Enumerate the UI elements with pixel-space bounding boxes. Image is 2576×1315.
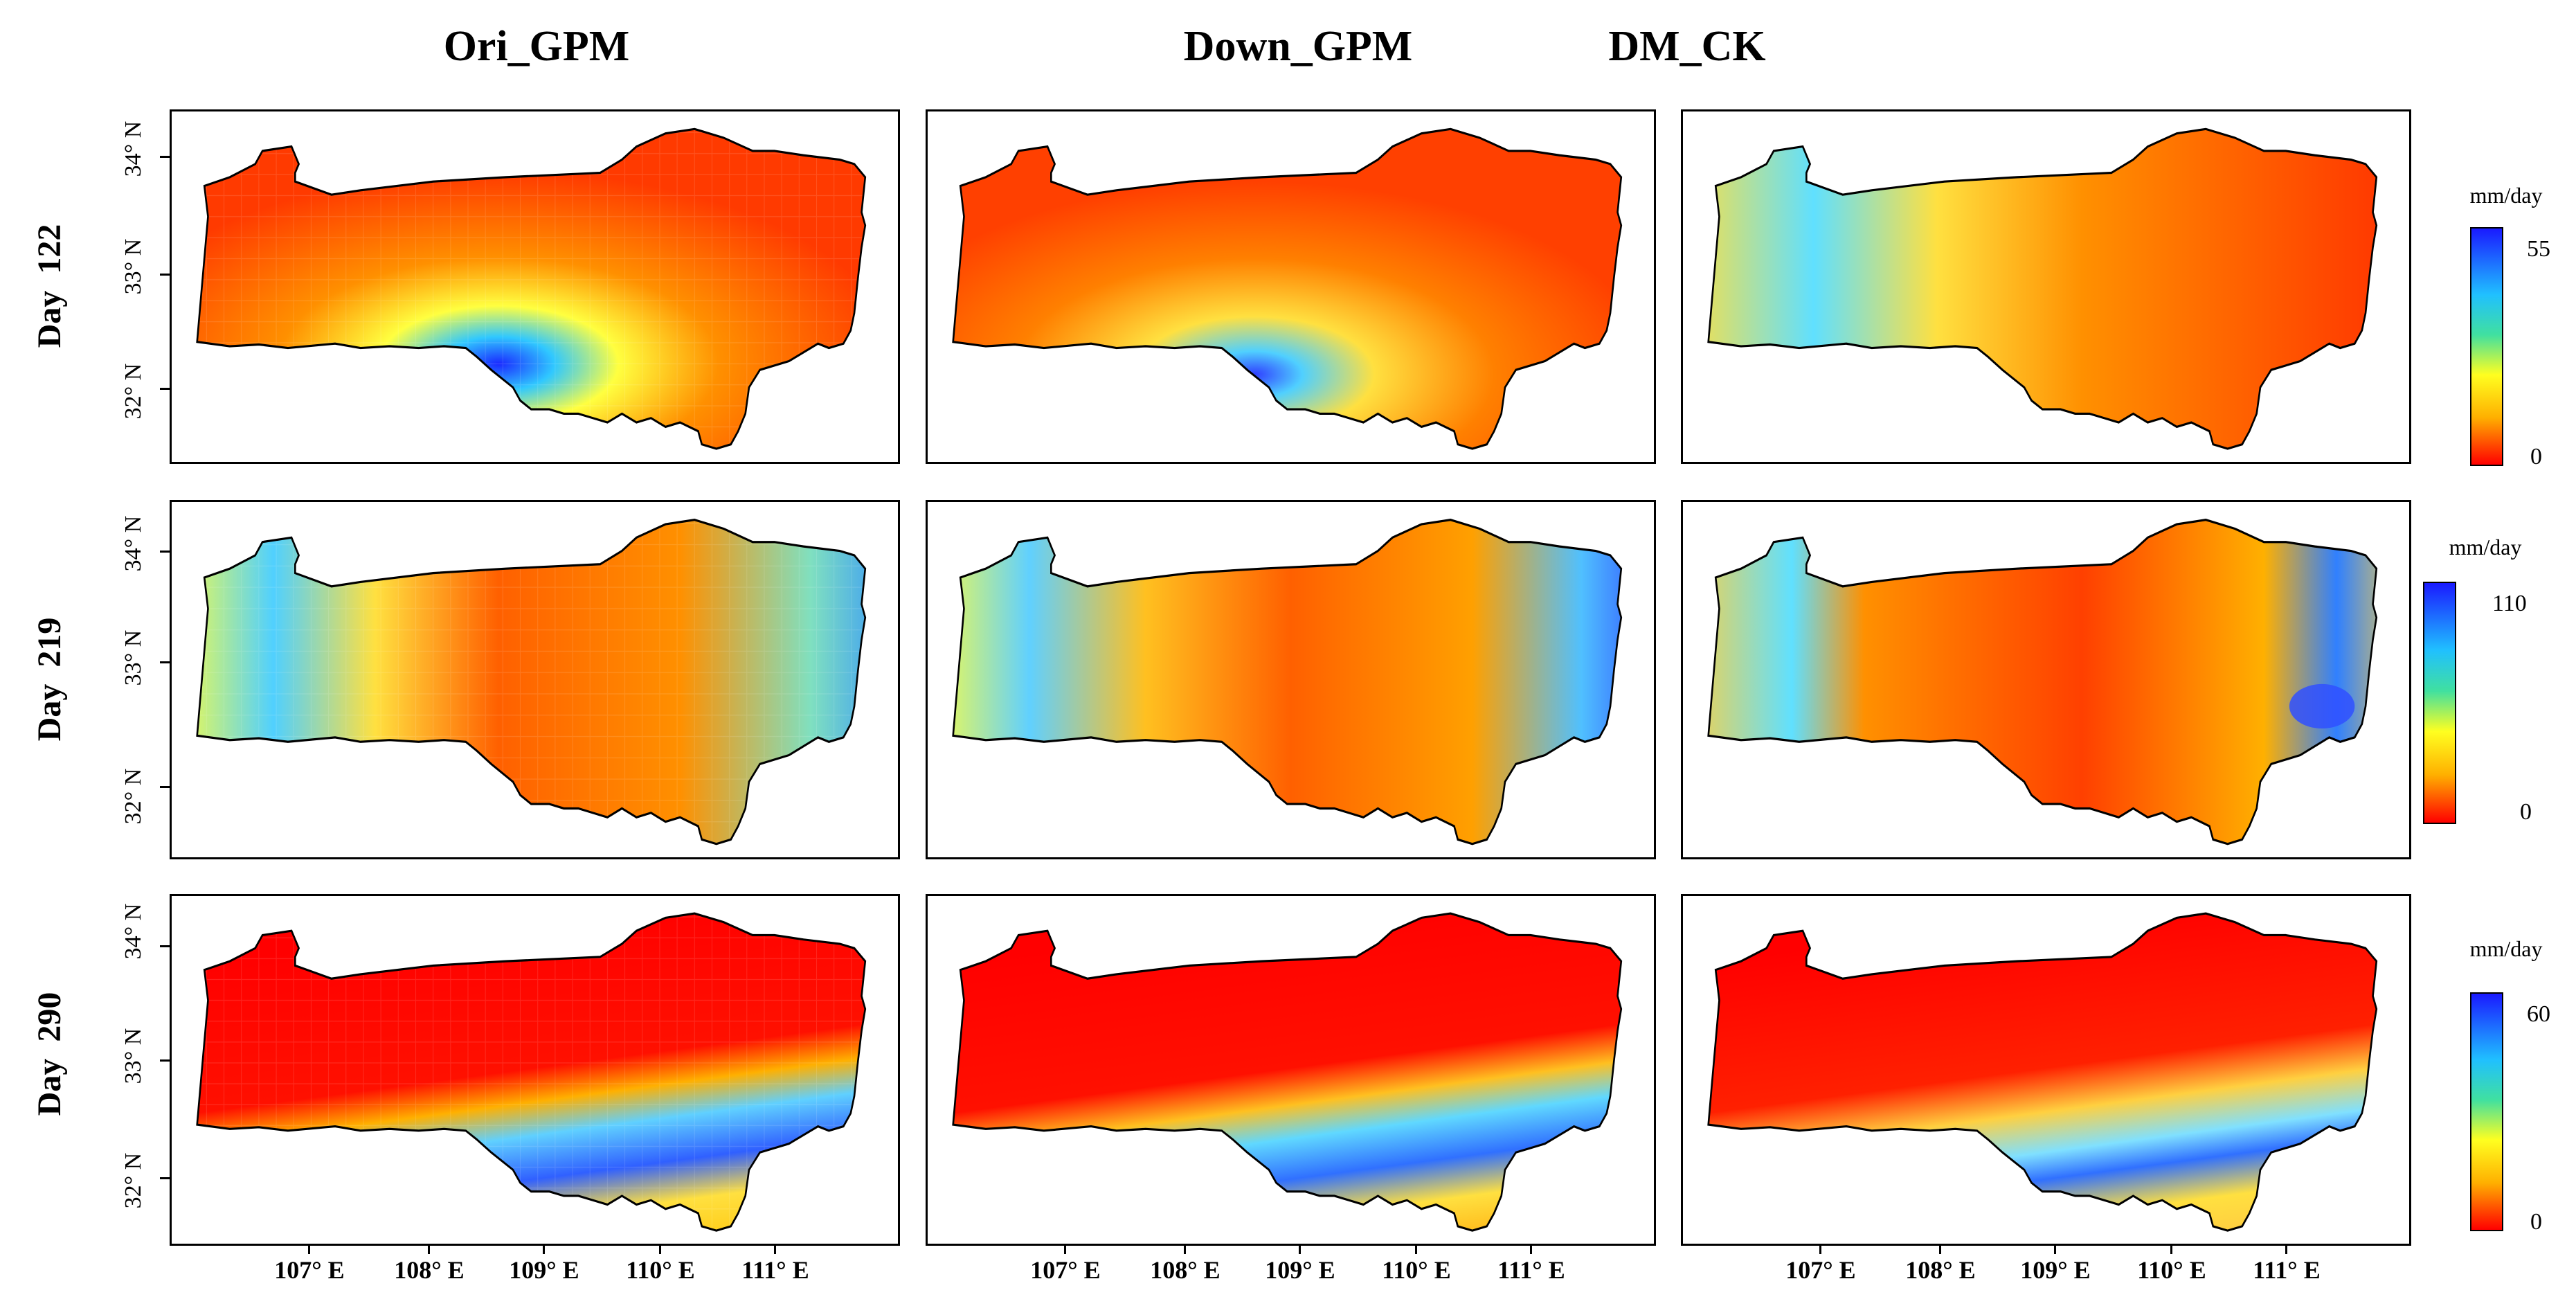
map-panel-down-gpm-day-122 (926, 109, 1656, 464)
lon-tick (774, 1246, 776, 1254)
legend-max-day-122: 55 (2527, 236, 2550, 262)
column-title-down-gpm: Down_GPM (1183, 23, 1413, 70)
lon-tick (543, 1246, 545, 1254)
legend-min-day-122: 0 (2530, 444, 2542, 469)
lon-tick (1819, 1246, 1821, 1254)
lon-tick (1530, 1246, 1532, 1254)
map-panel-down-gpm-day-219 (926, 500, 1656, 859)
lat-tick (160, 1177, 170, 1179)
column-title-ori-gpm: Ori_GPM (443, 23, 630, 70)
column-title-dm-ck: DM_CK (1608, 23, 1766, 70)
legend-colorbar-day-219 (2423, 582, 2456, 824)
lon-label-111e-col2: 111° E (1497, 1256, 1565, 1284)
legend-max-day-290: 60 (2527, 1001, 2550, 1027)
lon-label-110e-col2: 110° E (1382, 1256, 1451, 1284)
lon-tick (1415, 1246, 1417, 1254)
lon-label-108e-col2: 108° E (1150, 1256, 1221, 1284)
lon-tick (2285, 1246, 2287, 1254)
lat-tick (160, 551, 170, 553)
legend-unit-day-122: mm/day (2469, 183, 2543, 208)
lat-tick (160, 945, 170, 947)
lat-tick (160, 786, 170, 788)
lon-label-111e-col1: 111° E (741, 1256, 809, 1284)
lon-tick (1184, 1246, 1186, 1254)
map-panel-dm-ck-day-219 (1681, 500, 2411, 859)
lon-label-107e-col2: 107° E (1030, 1256, 1101, 1284)
map-panel-down-gpm-day-290 (926, 894, 1656, 1246)
lon-label-107e-col1: 107° E (274, 1256, 345, 1284)
lon-label-109e-col2: 109° E (1265, 1256, 1335, 1284)
lat-tick (160, 661, 170, 663)
map-panel-ori-gpm-day-290 (170, 894, 900, 1246)
lon-tick (308, 1246, 310, 1254)
lon-tick (1939, 1246, 1941, 1254)
legend-colorbar-day-122 (2470, 227, 2503, 466)
legend-min-day-290: 0 (2530, 1209, 2542, 1235)
map-panel-ori-gpm-day-219 (170, 500, 900, 859)
lon-tick (659, 1246, 661, 1254)
lat-tick (160, 274, 170, 276)
legend-max-day-219: 110 (2492, 591, 2527, 616)
lon-label-110e-col3: 110° E (2137, 1256, 2206, 1284)
lon-label-109e-col3: 109° E (2020, 1256, 2091, 1284)
lon-tick (2170, 1246, 2172, 1254)
lon-label-110e-col1: 110° E (626, 1256, 695, 1284)
lon-label-107e-col3: 107° E (1785, 1256, 1856, 1284)
lat-tick (160, 1059, 170, 1062)
lat-tick (160, 156, 170, 158)
lon-label-109e-col1: 109° E (509, 1256, 579, 1284)
lon-label-108e-col3: 108° E (1905, 1256, 1976, 1284)
lon-tick (1064, 1246, 1066, 1254)
map-panel-ori-gpm-day-122 (170, 109, 900, 464)
lon-label-111e-col3: 111° E (2253, 1256, 2321, 1284)
legend-unit-day-290: mm/day (2469, 936, 2543, 961)
lon-tick (428, 1246, 430, 1254)
map-panel-dm-ck-day-122 (1681, 109, 2411, 464)
lon-tick (1299, 1246, 1301, 1254)
map-panel-dm-ck-day-290 (1681, 894, 2411, 1246)
legend-min-day-219: 0 (2520, 799, 2532, 825)
legend-unit-day-219: mm/day (2449, 535, 2522, 560)
legend-colorbar-day-290 (2470, 992, 2503, 1231)
lon-tick (2054, 1246, 2056, 1254)
lat-tick (160, 388, 170, 390)
lon-label-108e-col1: 108° E (394, 1256, 465, 1284)
